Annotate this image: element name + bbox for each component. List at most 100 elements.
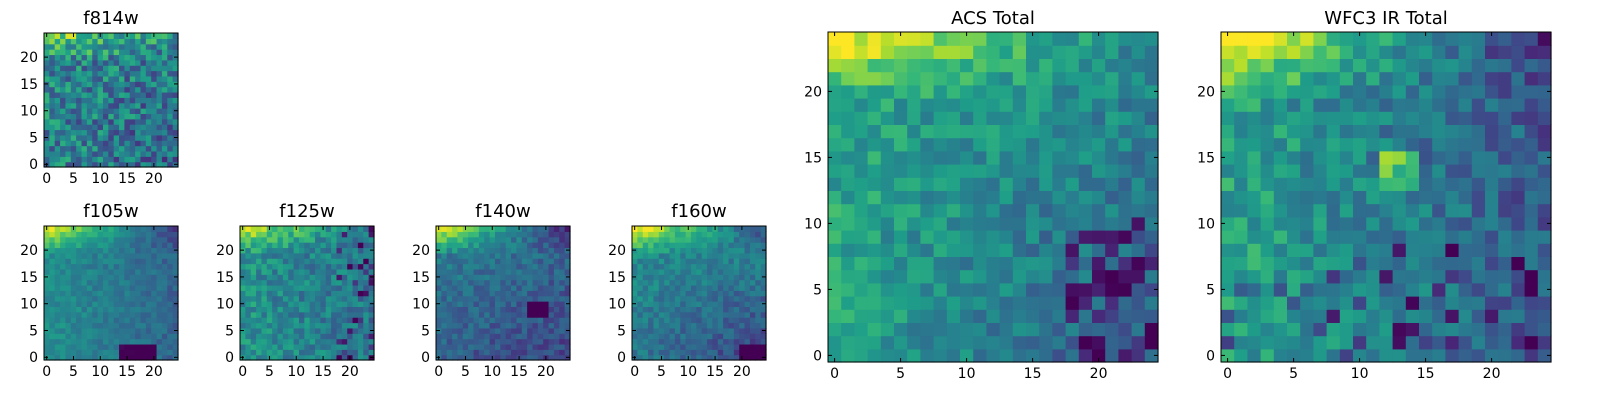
heatmap-cell (140, 91, 147, 98)
heatmap-cell (135, 75, 142, 82)
heatmap-cell (1405, 58, 1420, 73)
heatmap-cell (1065, 84, 1080, 99)
heatmap-cell (1392, 177, 1407, 191)
heatmap-cell (261, 327, 268, 334)
heatmap-cell (54, 113, 61, 120)
heatmap-cell (907, 322, 921, 337)
heatmap-cell (946, 296, 961, 310)
heatmap-cell (946, 137, 961, 152)
heatmap-cell (1273, 84, 1288, 99)
heatmap-cell (1131, 111, 1146, 125)
heatmap-cell (1339, 230, 1354, 244)
x-tick-label: 5 (69, 171, 78, 187)
heatmap-cell (1131, 177, 1146, 191)
heatmap-cell (642, 263, 649, 270)
heatmap-cell (537, 252, 544, 259)
heatmap-cell (648, 274, 655, 281)
heatmap-cell (1524, 348, 1539, 363)
heatmap-cell (70, 86, 77, 93)
heatmap-cell (1471, 203, 1486, 218)
heatmap-cell (1339, 45, 1354, 59)
heatmap-cell (701, 268, 708, 275)
heatmap-cell (1313, 322, 1328, 337)
heatmap-cell (755, 258, 762, 265)
heatmap-cell (1221, 164, 1235, 178)
heatmap-cell (113, 311, 120, 318)
heatmap-cell (245, 242, 252, 249)
heatmap-cell (70, 263, 77, 270)
heatmap-cell (298, 322, 305, 329)
heatmap-cell (1118, 137, 1133, 152)
heatmap-cell (920, 58, 935, 73)
heatmap-cell (744, 290, 751, 297)
heatmap-cell (894, 348, 908, 363)
heatmap-cell (489, 268, 496, 275)
heatmap-cell (696, 338, 703, 345)
heatmap-cell (315, 317, 321, 324)
heatmap-cell (489, 290, 496, 297)
heatmap-cell (102, 75, 109, 82)
heatmap-cell (298, 284, 305, 291)
heatmap-cell (441, 349, 448, 356)
heatmap-cell (161, 70, 168, 77)
heatmap-cell (325, 354, 332, 361)
heatmap-cell (1247, 309, 1262, 323)
heatmap-cell (755, 301, 762, 307)
heatmap-cell (245, 284, 252, 291)
heatmap-cell (946, 190, 961, 205)
heatmap-cell (553, 354, 560, 361)
heatmap-cell (1419, 309, 1433, 323)
heatmap-cell (161, 156, 168, 163)
heatmap-cell (102, 231, 109, 238)
heatmap-cell (690, 263, 697, 270)
heatmap-cell (511, 354, 517, 361)
heatmap-cell (81, 338, 88, 345)
heatmap-cell (54, 290, 61, 297)
heatmap-cell (145, 33, 152, 39)
heatmap-cell (119, 317, 125, 324)
heatmap-cell (277, 354, 284, 361)
heatmap-cell (161, 349, 168, 356)
heatmap-cell (1260, 45, 1275, 59)
heatmap-cell (946, 45, 961, 59)
heatmap-cell (1039, 98, 1053, 112)
heatmap-cell (457, 247, 464, 254)
heatmap-cell (282, 226, 289, 232)
heatmap-cell (494, 279, 501, 286)
heatmap-cell (1471, 269, 1486, 284)
heatmap-cell (1273, 256, 1288, 271)
heatmap-cell (446, 322, 453, 329)
heatmap-cell (999, 124, 1014, 139)
heatmap-cell (986, 348, 1001, 363)
heatmap-cell (54, 65, 61, 72)
heatmap-cell (648, 317, 655, 324)
heatmap-cell (755, 231, 762, 238)
heatmap-cell (156, 349, 163, 356)
heatmap-cell (140, 263, 147, 270)
heatmap-cell (733, 327, 740, 334)
heatmap-cell (86, 247, 93, 254)
heatmap-cell (1326, 322, 1341, 337)
heatmap-cell (1300, 164, 1314, 178)
heatmap-cell (511, 327, 517, 334)
heatmap-cell (298, 290, 305, 297)
heatmap-cell (1039, 203, 1053, 218)
heatmap-cell (309, 327, 316, 334)
heatmap-cell (920, 177, 935, 191)
heatmap-cell (478, 252, 485, 259)
heatmap-cell (341, 295, 348, 302)
heatmap-cell (86, 295, 93, 302)
heatmap-cell (1131, 137, 1146, 152)
heatmap-cell (712, 301, 719, 307)
heatmap-cell (1118, 84, 1133, 99)
heatmap-cell (1419, 230, 1433, 244)
heatmap-cell (1511, 243, 1526, 257)
heatmap-cell (446, 274, 453, 281)
heatmap-cell (336, 290, 343, 297)
heatmap-cell (1445, 269, 1460, 284)
heatmap-cell (277, 311, 284, 318)
heatmap-cell (701, 301, 708, 307)
heatmap-cell (1339, 84, 1354, 99)
heatmap-cell (457, 317, 464, 324)
heatmap-cell (97, 97, 104, 104)
